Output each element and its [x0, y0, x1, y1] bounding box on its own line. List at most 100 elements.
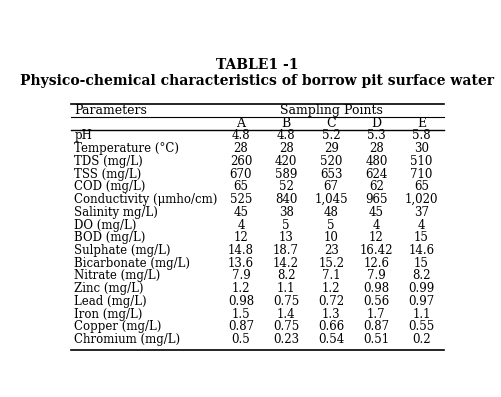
Text: 1,020: 1,020 [404, 193, 437, 206]
Text: Sulphate (mg/L): Sulphate (mg/L) [74, 244, 170, 257]
Text: 8.2: 8.2 [276, 270, 295, 282]
Text: 0.2: 0.2 [411, 333, 430, 346]
Text: DO (mg/L): DO (mg/L) [74, 218, 137, 231]
Text: 7.9: 7.9 [231, 270, 250, 282]
Text: 14.6: 14.6 [408, 244, 434, 257]
Text: 840: 840 [275, 193, 297, 206]
Text: Nitrate (mg/L): Nitrate (mg/L) [74, 270, 160, 282]
Text: 260: 260 [229, 155, 252, 168]
Text: 65: 65 [233, 180, 248, 193]
Text: Temperature (°C): Temperature (°C) [74, 142, 179, 155]
Text: 510: 510 [409, 155, 432, 168]
Text: 15.2: 15.2 [318, 257, 344, 270]
Text: 0.98: 0.98 [363, 282, 389, 295]
Text: TABLE1 -1: TABLE1 -1 [215, 58, 298, 72]
Text: 1.4: 1.4 [276, 308, 295, 320]
Text: 67: 67 [323, 180, 338, 193]
Text: 13.6: 13.6 [227, 257, 254, 270]
Text: COD (mg/L): COD (mg/L) [74, 180, 145, 193]
Text: 28: 28 [233, 142, 248, 155]
Text: 0.98: 0.98 [227, 295, 254, 308]
Text: 1.3: 1.3 [321, 308, 340, 320]
Text: 5.3: 5.3 [366, 129, 385, 143]
Text: 0.56: 0.56 [363, 295, 389, 308]
Text: 4.8: 4.8 [231, 129, 250, 143]
Text: 62: 62 [368, 180, 383, 193]
Text: Zinc (mg/L): Zinc (mg/L) [74, 282, 144, 295]
Text: 65: 65 [413, 180, 428, 193]
Text: 13: 13 [278, 231, 293, 244]
Text: 0.55: 0.55 [407, 320, 434, 333]
Text: 1.2: 1.2 [321, 282, 340, 295]
Text: 12.6: 12.6 [363, 257, 389, 270]
Text: 4: 4 [417, 218, 424, 231]
Text: BOD (mg/L): BOD (mg/L) [74, 231, 145, 244]
Text: Copper (mg/L): Copper (mg/L) [74, 320, 161, 333]
Text: 0.72: 0.72 [318, 295, 344, 308]
Text: 7.9: 7.9 [366, 270, 385, 282]
Text: 8.2: 8.2 [411, 270, 430, 282]
Text: 1.1: 1.1 [411, 308, 430, 320]
Text: 29: 29 [323, 142, 338, 155]
Text: 7.1: 7.1 [321, 270, 340, 282]
Text: 4: 4 [372, 218, 379, 231]
Text: 0.97: 0.97 [407, 295, 434, 308]
Text: 589: 589 [275, 168, 297, 181]
Text: 0.5: 0.5 [231, 333, 250, 346]
Text: 5.2: 5.2 [321, 129, 340, 143]
Text: pH: pH [74, 129, 92, 143]
Text: Salinity mg/L): Salinity mg/L) [74, 206, 158, 219]
Text: 0.54: 0.54 [318, 333, 344, 346]
Text: 670: 670 [229, 168, 252, 181]
Text: 420: 420 [275, 155, 297, 168]
Text: 1.1: 1.1 [276, 282, 295, 295]
Text: 0.23: 0.23 [273, 333, 299, 346]
Text: 12: 12 [233, 231, 248, 244]
Text: TSS (mg/L): TSS (mg/L) [74, 168, 141, 181]
Text: 14.2: 14.2 [273, 257, 299, 270]
Text: 28: 28 [368, 142, 383, 155]
Text: 520: 520 [319, 155, 342, 168]
Text: 0.66: 0.66 [318, 320, 344, 333]
Text: 4.8: 4.8 [276, 129, 295, 143]
Text: 30: 30 [413, 142, 428, 155]
Text: 48: 48 [323, 206, 338, 219]
Text: Chromium (mg/L): Chromium (mg/L) [74, 333, 180, 346]
Text: 1.2: 1.2 [231, 282, 249, 295]
Text: 12: 12 [368, 231, 383, 244]
Text: 45: 45 [368, 206, 383, 219]
Text: 0.51: 0.51 [363, 333, 389, 346]
Text: 525: 525 [229, 193, 252, 206]
Text: B: B [281, 117, 290, 130]
Text: Sampling Points: Sampling Points [279, 104, 382, 117]
Text: 0.75: 0.75 [273, 295, 299, 308]
Text: 52: 52 [278, 180, 293, 193]
Text: 653: 653 [319, 168, 342, 181]
Text: Iron (mg/L): Iron (mg/L) [74, 308, 142, 320]
Text: 10: 10 [323, 231, 338, 244]
Text: 37: 37 [413, 206, 428, 219]
Text: 14.8: 14.8 [227, 244, 254, 257]
Text: 28: 28 [278, 142, 293, 155]
Text: 15: 15 [413, 231, 428, 244]
Text: 4: 4 [236, 218, 244, 231]
Text: 0.99: 0.99 [407, 282, 434, 295]
Text: Lead (mg/L): Lead (mg/L) [74, 295, 147, 308]
Text: 5: 5 [282, 218, 289, 231]
Text: C: C [326, 117, 335, 130]
Text: Physico-chemical characteristics of borrow pit surface water: Physico-chemical characteristics of borr… [20, 73, 493, 88]
Text: 38: 38 [278, 206, 293, 219]
Text: 0.87: 0.87 [227, 320, 254, 333]
Text: 23: 23 [323, 244, 338, 257]
Text: Conductivity (μmho/cm): Conductivity (μmho/cm) [74, 193, 217, 206]
Text: 1.7: 1.7 [366, 308, 385, 320]
Text: 710: 710 [409, 168, 432, 181]
Text: Parameters: Parameters [74, 104, 147, 117]
Text: 624: 624 [364, 168, 387, 181]
Text: A: A [236, 117, 245, 130]
Text: 0.87: 0.87 [363, 320, 389, 333]
Text: 0.75: 0.75 [273, 320, 299, 333]
Text: E: E [416, 117, 425, 130]
Text: 965: 965 [364, 193, 387, 206]
Text: 1,045: 1,045 [314, 193, 347, 206]
